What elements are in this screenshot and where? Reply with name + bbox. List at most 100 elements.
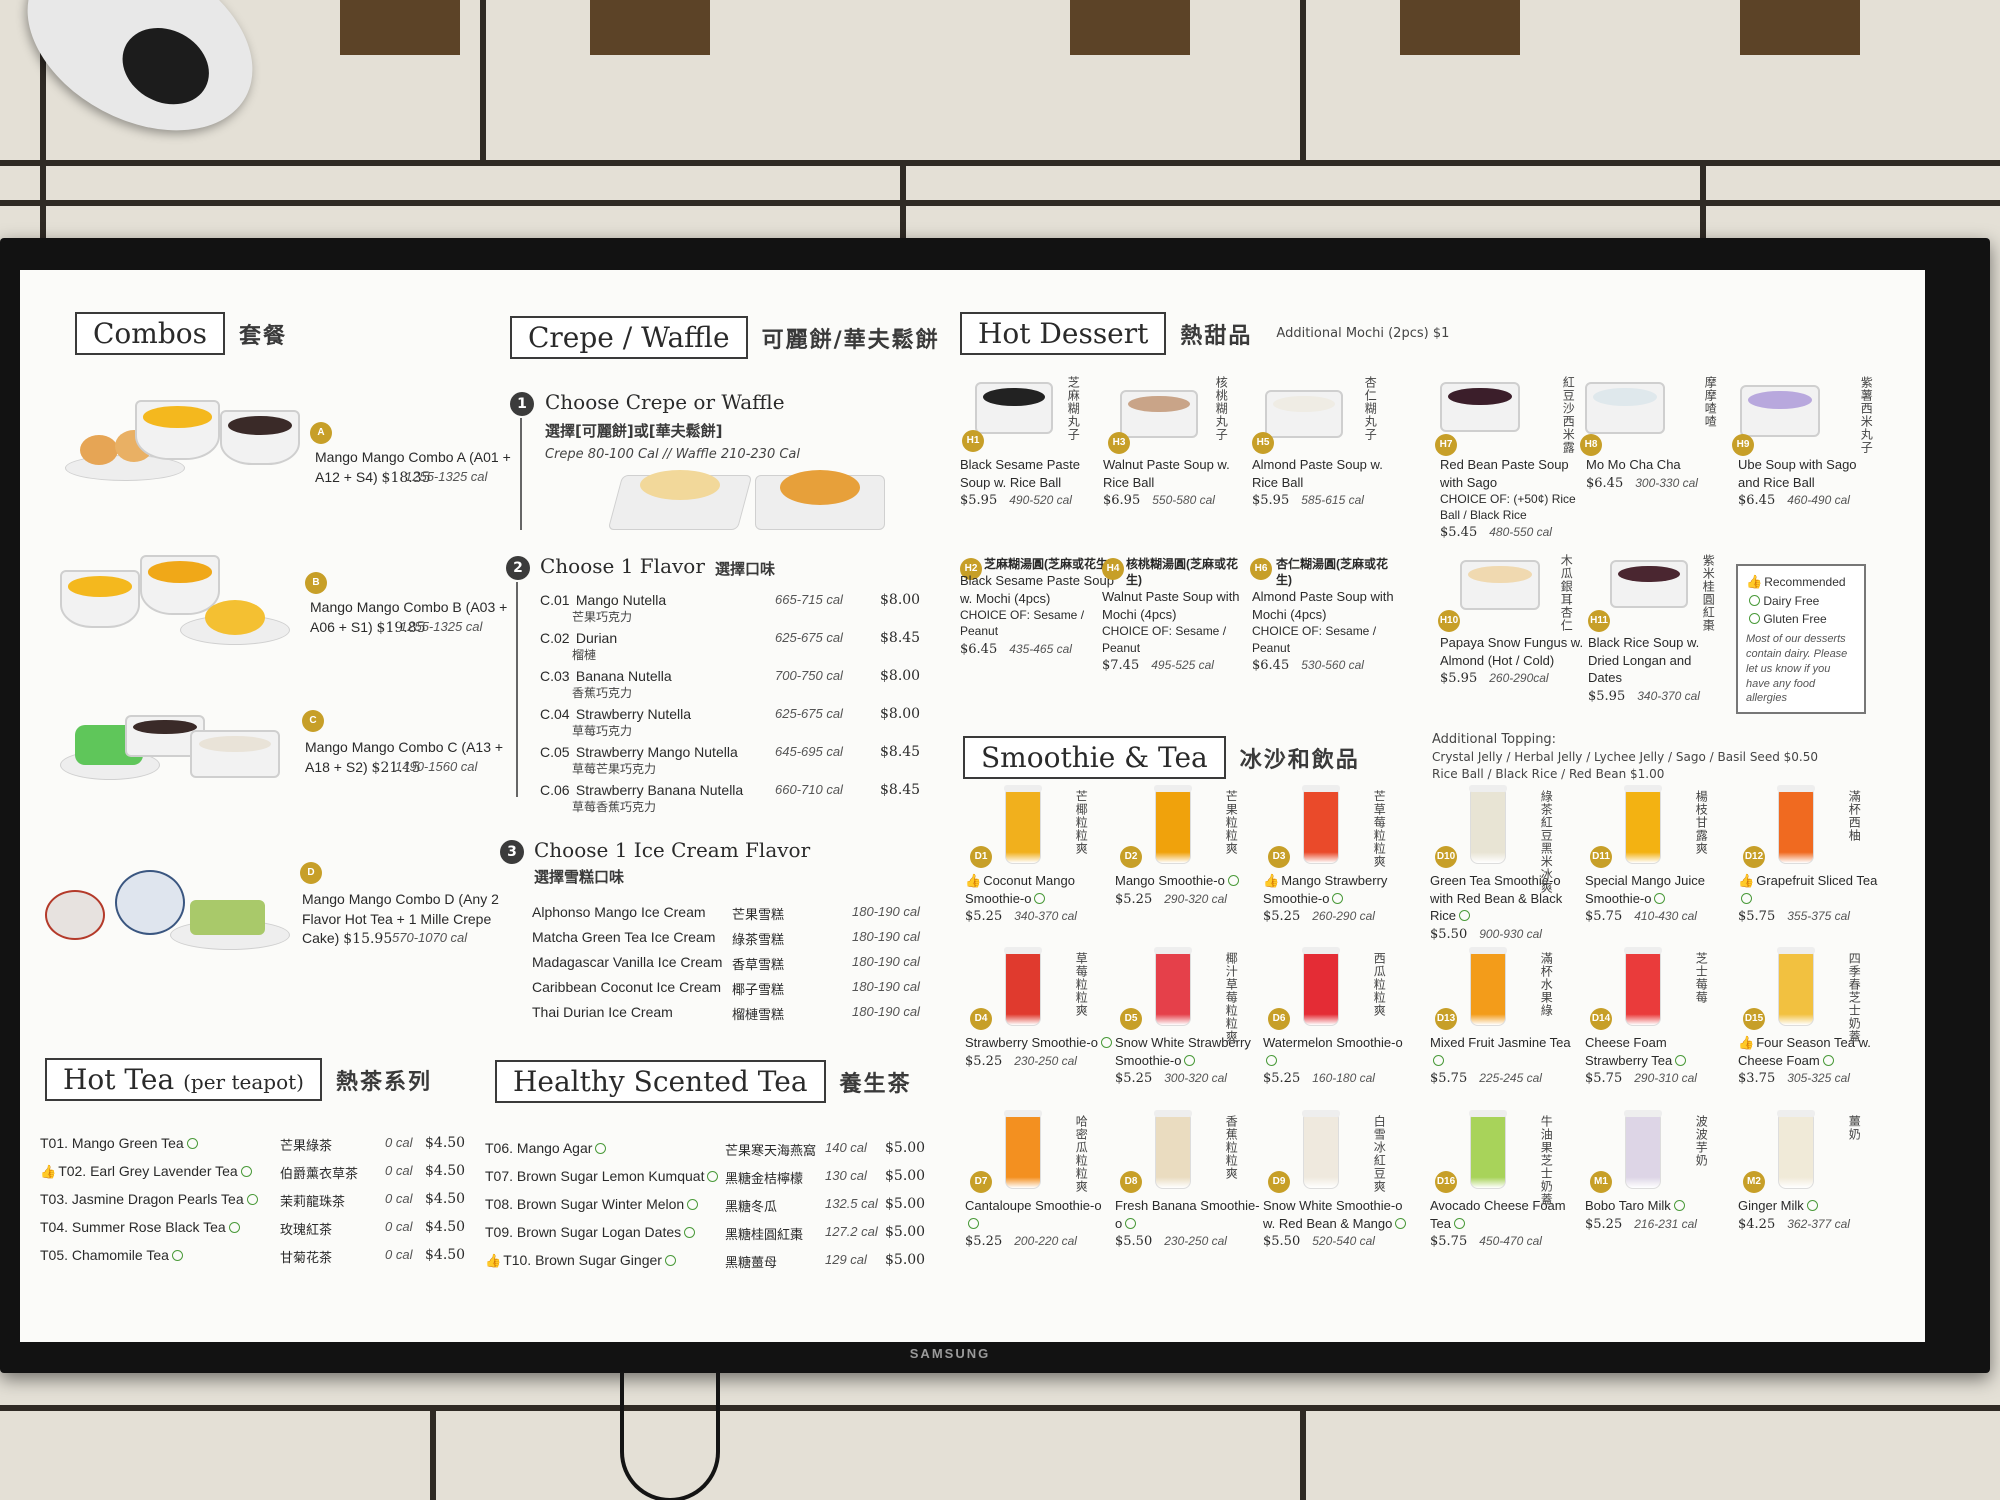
drink-badge: D10 xyxy=(1435,846,1457,868)
dessert-h11: Black Rice Soup w. Dried Longan and Date… xyxy=(1588,554,1716,704)
topping-line-2: Rice Ball / Black Rice / Red Bean $1.00 xyxy=(1432,767,1665,781)
crepe-title: Crepe / Waffle xyxy=(510,316,748,359)
drink-badge: D9 xyxy=(1268,1171,1290,1193)
combo-a-image xyxy=(135,400,220,460)
wall-bracket xyxy=(1070,0,1190,55)
drink-m2: Ginger Milk $4.25 362-377 cal 薑奶 xyxy=(1738,1115,1862,1232)
hot-tea-item: 👍 T02. Earl Grey Lavender Tea 伯爵薰衣草茶 0 cal $… xyxy=(40,1163,466,1181)
camera-lens xyxy=(109,13,223,120)
allergy-note: Most of our desserts contain dairy. Plea… xyxy=(1746,633,1848,705)
dessert-h8-image xyxy=(1585,382,1665,434)
drink-d15-image xyxy=(1777,947,1815,1026)
crepe-header: Crepe / Waffle 可麗餅/華夫鬆餅 xyxy=(510,316,940,359)
wall-bracket xyxy=(590,0,710,55)
dairy-free-icon xyxy=(1125,1217,1137,1229)
dairy-free-icon xyxy=(1332,892,1344,904)
dessert-h10-image xyxy=(1460,560,1540,610)
combo-b-image xyxy=(60,570,140,628)
thumbs-up-icon: 👍 xyxy=(1263,873,1280,888)
dairy-free-icon xyxy=(1100,1037,1112,1048)
dessert-h4: 核桃糊湯圓(芝麻或花生) Walnut Paste Soup with Moch… xyxy=(1102,557,1240,673)
dessert-h2: 芝麻糊湯圓(芝麻或花生) Black Sesame Paste Soup w. … xyxy=(960,557,1114,657)
dairy-free-icon xyxy=(1822,1054,1834,1066)
combo-d-image xyxy=(115,870,185,935)
drink-d8: Fresh Banana Smoothie-o $5.50 230-250 cal 香… xyxy=(1115,1115,1260,1250)
drink-badge: D8 xyxy=(1120,1171,1142,1193)
drink-d14-image xyxy=(1624,947,1662,1026)
drink-d10: Green Tea Smoothie-o with Red Bean & Bla… xyxy=(1430,790,1563,942)
ice-cream-item: Caribbean Coconut Ice Cream 椰子雪糕 180-190 c… xyxy=(532,979,920,997)
thumbs-up-icon: 👍 xyxy=(485,1253,502,1268)
drink-d6-image xyxy=(1302,947,1340,1026)
dairy-free-icon xyxy=(1227,875,1239,886)
dessert-h9-image xyxy=(1740,385,1820,437)
dessert-h9: Ube Soup with Sago and Rice Ball $6.45 46… xyxy=(1738,376,1874,509)
scented-tea-item: T09. Brown Sugar Logan Dates 黑糖桂圓紅棗 127.2 … xyxy=(485,1224,926,1242)
dairy-free-icon xyxy=(1266,1054,1277,1066)
thumbs-up-icon: 👍 xyxy=(1738,1035,1755,1050)
hot-tea-item: T05. Chamomile Tea 甘菊花茶 0 cal $4.50 xyxy=(40,1247,466,1265)
hot-tea-item: T04. Summer Rose Black Tea 玫瑰紅茶 0 cal $4.50 xyxy=(40,1219,466,1237)
dessert-badge: H3 xyxy=(1108,432,1130,454)
drink-d13-image xyxy=(1469,947,1507,1026)
dairy-free-icon xyxy=(1184,1054,1196,1066)
tv-cable xyxy=(620,1372,720,1500)
tile-grout xyxy=(1300,1405,1306,1500)
hot-tea-title: Hot Tea (per teapot) xyxy=(45,1058,322,1101)
dessert-badge: H11 xyxy=(1588,610,1610,632)
drink-m1-image xyxy=(1624,1110,1662,1189)
drink-badge: D15 xyxy=(1743,1008,1765,1030)
drink-badge: D11 xyxy=(1590,846,1612,868)
combo-d-badge: D xyxy=(300,862,322,884)
scented-tea-title-zh: 養生茶 xyxy=(839,1071,912,1097)
combo-b-image xyxy=(205,600,265,635)
tile-grout xyxy=(1300,0,1306,160)
combo-c-image xyxy=(190,730,280,778)
dairy-free-icon xyxy=(1034,892,1046,904)
drink-badge: D13 xyxy=(1435,1008,1457,1030)
tv-brand-label: SAMSUNG xyxy=(909,1346,991,1361)
drink-badge: D5 xyxy=(1120,1008,1142,1030)
topping-line-1: Crystal Jelly / Herbal Jelly / Lychee Je… xyxy=(1432,750,1818,764)
drink-d8-image xyxy=(1154,1110,1192,1189)
step-2-title-zh: 選擇口味 xyxy=(715,560,776,578)
flavor-item: C.05 Strawberry Mango Nutella 645-695 cal… xyxy=(540,744,921,776)
combos-title-zh: 套餐 xyxy=(238,323,287,349)
drink-d5: Snow White Strawberry Smoothie-o $5.25 300… xyxy=(1115,952,1251,1087)
combo-d: Mango Mango Combo D (Any 2 Flavor Hot Te… xyxy=(302,891,499,948)
dairy-free-icon xyxy=(1673,1200,1685,1211)
drink-badge: D12 xyxy=(1743,846,1765,868)
combo-d-image xyxy=(190,900,265,935)
hot-tea-header: Hot Tea (per teapot) 熱茶系列 xyxy=(45,1058,432,1101)
dairy-free-icon xyxy=(1433,1054,1444,1066)
dairy-free-icon xyxy=(707,1171,719,1182)
combo-d-image xyxy=(45,890,105,940)
drink-badge: D2 xyxy=(1120,846,1142,868)
crepe-title-zh: 可麗餅/華夫鬆餅 xyxy=(761,327,940,353)
step-3-title: Choose 1 Ice Cream Flavor xyxy=(534,838,811,862)
drink-d4-image xyxy=(1004,947,1042,1026)
step-2-title: Choose 1 Flavor xyxy=(540,554,705,578)
drink-d7: Cantaloupe Smoothie-o $5.25 200-220 cal 哈密瓜… xyxy=(965,1115,1102,1250)
dessert-h7-image xyxy=(1440,382,1520,432)
drink-d9: Snow White Smoothie-o w. Red Bean & Mang… xyxy=(1263,1115,1411,1251)
drink-badge: D3 xyxy=(1268,846,1290,868)
combo-a: Mango Mango Combo A (A01 + A12 + S4) $18… xyxy=(315,449,511,486)
combo-b-image xyxy=(140,555,220,615)
combos-title: Combos xyxy=(75,312,225,355)
dairy-free-icon xyxy=(687,1199,699,1210)
drink-d11-image xyxy=(1624,785,1662,864)
combo-c: Mango Mango Combo C (A13 + A18 + S2) $21… xyxy=(305,739,504,776)
drink-badge: D6 xyxy=(1268,1008,1290,1030)
combos-header: Combos 套餐 xyxy=(75,312,287,355)
dessert-h10: Papaya Snow Fungus w. Almond (Hot / Cold… xyxy=(1440,554,1584,687)
dessert-badge: H2 xyxy=(960,558,982,580)
drink-d5-image xyxy=(1154,947,1192,1026)
tile-grout xyxy=(900,160,906,240)
dessert-h3: Walnut Paste Soup w. Rice Ball $6.95 550-… xyxy=(1103,376,1230,509)
drink-d12: 👍 Grapefruit Sliced Tea $5.75 355-375 cal 滿杯… xyxy=(1738,790,1878,925)
drink-d4: Strawberry Smoothie-o $5.25 230-250 cal 草莓粒… xyxy=(965,952,1113,1070)
dairy-free-icon xyxy=(228,1222,240,1233)
dairy-free-icon xyxy=(1806,1200,1818,1211)
thumbs-up-icon: 👍 xyxy=(965,873,982,888)
